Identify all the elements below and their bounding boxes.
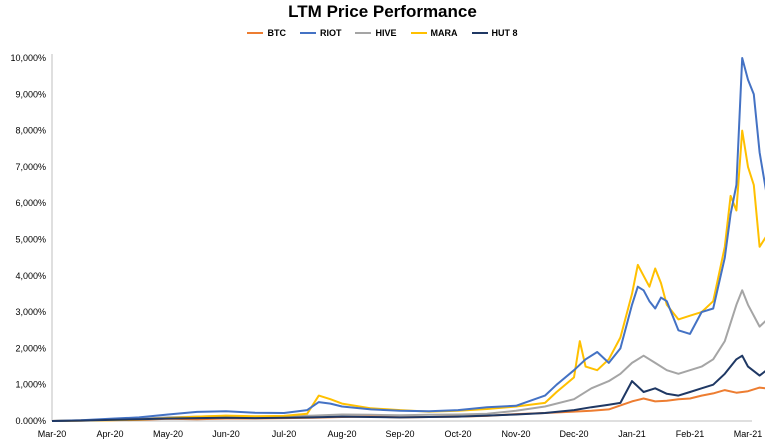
legend-swatch-riot	[299, 32, 316, 34]
legend-swatch-hut8	[471, 32, 488, 34]
x-tick-label: Dec-20	[559, 429, 588, 439]
x-tick-label: Jan-21	[618, 429, 646, 439]
x-tick-label: May-20	[153, 429, 183, 439]
x-tick-label: Mar-20	[38, 429, 67, 439]
x-tick-label: Feb-21	[676, 429, 705, 439]
series-line-mara	[51, 129, 765, 422]
legend-item-btc: BTC	[247, 28, 286, 38]
y-tick-label: 7,000%	[15, 162, 46, 172]
x-tick-label: Nov-20	[501, 429, 530, 439]
legend-swatch-hive	[355, 32, 372, 34]
y-tick-label: 5,000%	[15, 235, 46, 245]
x-tick-label: Aug-20	[327, 429, 356, 439]
legend-swatch-mara	[410, 32, 427, 34]
x-tick-label: Mar-21	[734, 429, 763, 439]
y-tick-label: 8,000%	[15, 126, 46, 136]
y-tick-label: 2,000%	[15, 343, 46, 353]
legend-swatch-btc	[247, 32, 264, 34]
legend-label-hive: HIVE	[375, 28, 397, 38]
legend-item-hut8: HUT 8	[471, 28, 518, 38]
y-tick-label: 6,000%	[15, 198, 46, 208]
y-tick-label: 4,000%	[15, 271, 46, 281]
legend-label-riot: RIOT	[319, 28, 342, 38]
legend: BTC RIOT HIVE MARA HUT 8	[0, 28, 765, 38]
y-tick-label: 0.000%	[15, 416, 46, 426]
y-tick-label: 1,000%	[15, 380, 46, 390]
y-tick-label: 10,000%	[10, 53, 46, 63]
y-tick-label: 9,000%	[15, 89, 46, 99]
series-line-riot	[51, 57, 765, 422]
x-tick-label: Jun-20	[212, 429, 240, 439]
x-tick-label: Oct-20	[444, 429, 471, 439]
series-layer	[51, 57, 765, 422]
legend-label-mara: MARA	[430, 28, 458, 38]
legend-label-hut8: HUT 8	[491, 28, 518, 38]
x-tick-label: Jul-20	[272, 429, 297, 439]
legend-item-mara: MARA	[410, 28, 458, 38]
y-tick-label: 3,000%	[15, 307, 46, 317]
legend-label-btc: BTC	[267, 28, 286, 38]
legend-item-hive: HIVE	[355, 28, 397, 38]
series-line-hut8	[51, 354, 765, 422]
x-tick-label: Sep-20	[385, 429, 414, 439]
chart-title: LTM Price Performance	[288, 2, 477, 21]
legend-item-riot: RIOT	[299, 28, 342, 38]
x-axis: Mar-20 Apr-20 May-20 Jun-20 Jul-20 Aug-20 Sep-…	[38, 420, 763, 439]
x-tick-label: Apr-20	[96, 429, 123, 439]
y-axis: 0.000% 1,000% 2,000% 3,000% 4,000% 5,000% 6,00…	[10, 53, 53, 426]
